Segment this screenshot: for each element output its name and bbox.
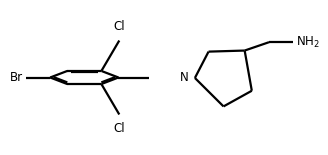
Text: Br: Br bbox=[10, 71, 23, 84]
Text: N: N bbox=[180, 71, 189, 84]
Text: NH$_2$: NH$_2$ bbox=[296, 35, 320, 50]
Text: Cl: Cl bbox=[113, 20, 125, 33]
Text: Cl: Cl bbox=[113, 122, 125, 135]
